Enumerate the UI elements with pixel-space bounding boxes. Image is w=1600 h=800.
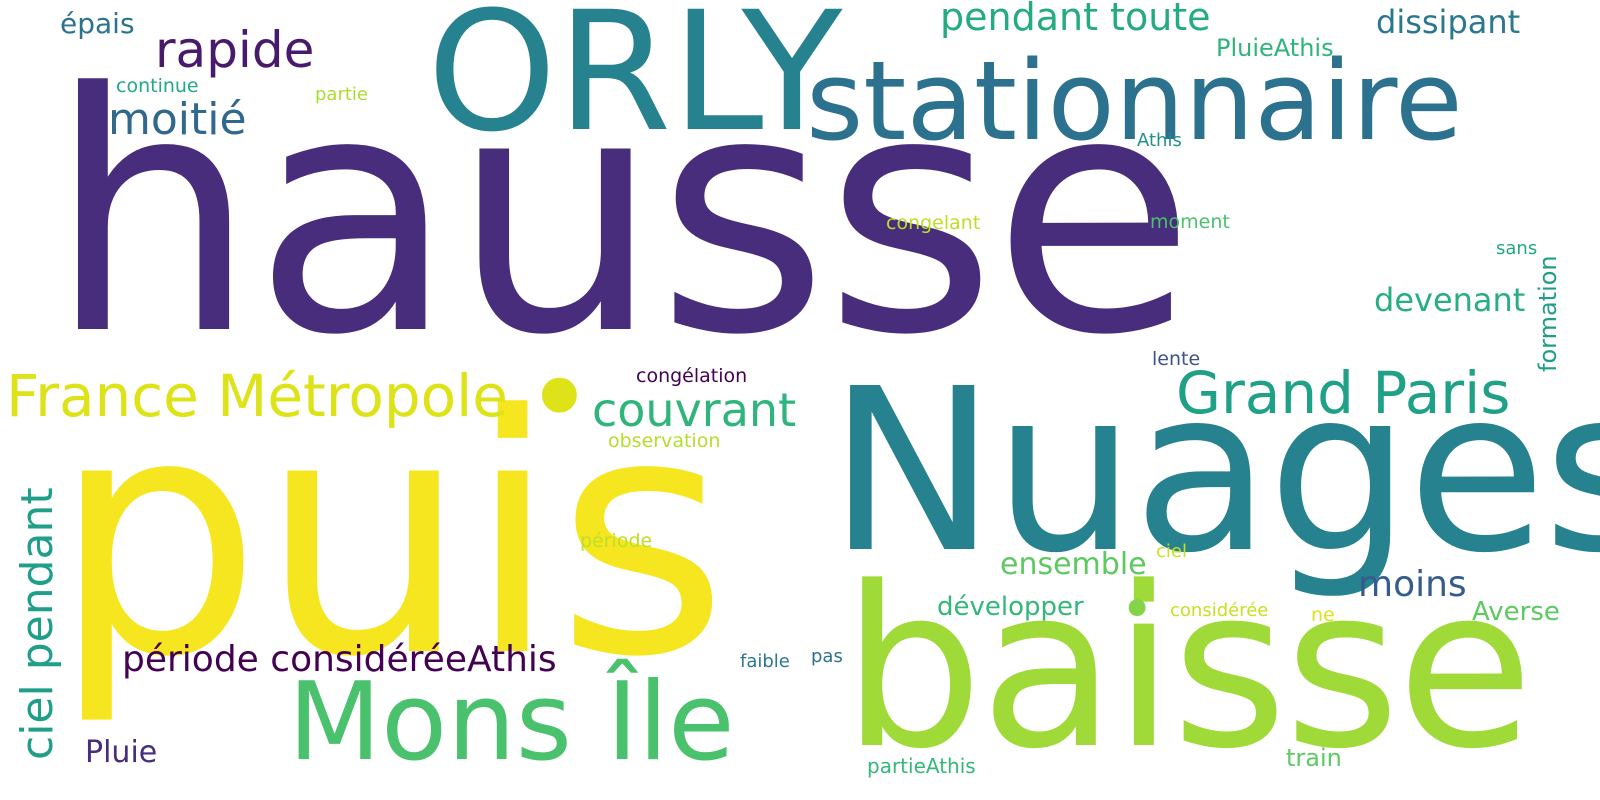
word-pluieathis: PluieAthis: [1216, 34, 1334, 62]
word-couvrant: couvrant: [592, 383, 797, 437]
word-congelant: congelant: [886, 212, 981, 234]
word-observation: observation: [608, 430, 721, 452]
word-formation: formation: [1534, 255, 1562, 372]
word-athis: Athis: [1137, 130, 1182, 151]
word-lente: lente: [1152, 348, 1201, 370]
word-faible: faible: [740, 651, 790, 672]
word-pendant-toute: pendant toute: [940, 0, 1211, 39]
word-pluie: Pluie: [85, 735, 158, 770]
word-partieathis: partieAthis: [867, 754, 976, 778]
word-ensemble: ensemble: [1000, 547, 1147, 582]
word-averse: Averse: [1472, 597, 1560, 627]
word-developper: développer: [937, 592, 1084, 622]
word-mons-ile: Mons Île: [288, 660, 735, 785]
word-baisse: baisse: [842, 540, 1534, 798]
word-ciel-pendant: ciel pendant: [12, 487, 63, 760]
word-ciel: ciel: [1156, 541, 1187, 562]
word-train: train: [1286, 744, 1342, 772]
word-pas: pas: [811, 646, 843, 667]
dot-green: •: [1120, 575, 1155, 643]
word-moment: moment: [1150, 211, 1230, 233]
word-partie: partie: [315, 84, 368, 105]
word-hausse: hausse: [48, 23, 1195, 407]
word-continue: continue: [116, 75, 199, 97]
word-congelation: congélation: [636, 365, 748, 387]
word-grand-paris: Grand Paris: [1176, 359, 1511, 427]
word-nuages: Nuages: [828, 341, 1600, 603]
word-rapide: rapide: [155, 21, 315, 79]
word-periode: période: [580, 530, 653, 552]
word-dissipant: dissipant: [1376, 3, 1521, 41]
word-orly: ORLY: [427, 0, 843, 168]
word-epais: épais: [60, 7, 135, 40]
word-puis: puis: [52, 345, 728, 729]
word-ne: ne: [1311, 604, 1335, 626]
word-stationnaire: stationnaire: [806, 37, 1463, 165]
word-france-metropole: France Métropole: [6, 362, 508, 430]
word-moitie: moitié: [108, 94, 247, 145]
word-sans: sans: [1496, 238, 1538, 259]
word-consideree: considérée: [1170, 600, 1269, 621]
word-periode-consideree-athis: période considéréeAthis: [122, 639, 557, 680]
word-devenant: devenant: [1374, 281, 1526, 319]
dot-yellow: •: [524, 330, 595, 469]
word-moins: moins: [1358, 564, 1467, 605]
